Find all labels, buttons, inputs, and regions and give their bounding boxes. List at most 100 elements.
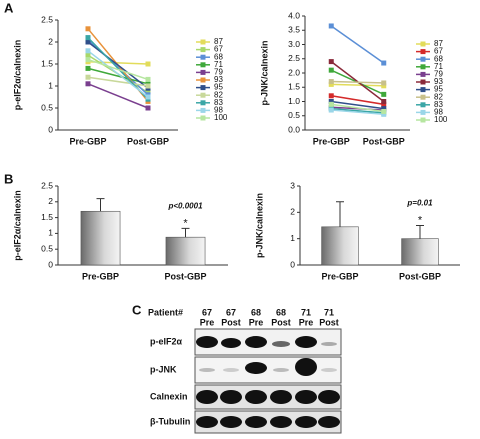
legend-label: 71 [434, 62, 443, 71]
legend-label: 93 [434, 77, 443, 86]
y-tick-label: 2.5 [41, 14, 53, 24]
y-tick-label: 4.0 [288, 10, 300, 20]
point [145, 76, 151, 82]
point [328, 79, 334, 85]
legend-marker [420, 94, 426, 100]
series-line [331, 103, 384, 113]
point [381, 80, 387, 86]
legend-marker [420, 109, 426, 115]
legend-label: 98 [434, 108, 443, 117]
y-axis-label: p-JNK/calnexin [254, 193, 264, 258]
timepoint: Post [221, 317, 241, 327]
point [328, 23, 334, 29]
point [328, 59, 334, 65]
legend-marker [200, 107, 206, 113]
point [328, 101, 334, 107]
point [381, 83, 387, 89]
legend-marker [200, 77, 206, 83]
legend-label: 82 [434, 92, 443, 101]
legend-label: 67 [434, 47, 443, 56]
x-tick-label: Pre-GBP [69, 136, 106, 146]
bar [321, 226, 359, 266]
x-tick-label: Pre-GBP [313, 136, 350, 146]
y-tick-label: 2 [48, 196, 53, 206]
row-label: p-eIF2α [150, 336, 183, 346]
series-line [87, 50, 149, 98]
y-axis-label: p-eIF2α/calnexin [12, 40, 22, 111]
blot-header: Patient# [148, 307, 183, 317]
series-line [87, 76, 149, 87]
point [381, 111, 387, 117]
legend-label: 93 [214, 75, 223, 84]
y-tick-label: 0.0 [288, 124, 300, 134]
point [328, 99, 334, 104]
point [381, 106, 387, 112]
patient: 68 [276, 307, 286, 317]
series-line [87, 58, 149, 81]
timepoint: Pre [249, 317, 264, 327]
legend-label: 82 [214, 90, 223, 99]
patient: 68 [251, 307, 261, 317]
y-axis-label: p-eIF2α/calnexin [12, 190, 22, 261]
legend-marker [200, 85, 206, 91]
legend-label: 79 [214, 68, 223, 77]
timepoint: Post [319, 317, 339, 327]
y-tick-label: 0.5 [41, 102, 53, 112]
y-tick-label: 1.5 [288, 82, 300, 92]
legend-marker [420, 71, 426, 77]
legend-label: 95 [434, 85, 443, 94]
point [328, 67, 334, 73]
patient: 67 [202, 307, 212, 317]
y-axis-label: p-JNK/calnexin [259, 40, 269, 105]
point [145, 105, 151, 111]
y-tick-label: 0 [48, 124, 53, 134]
legend-marker [200, 54, 206, 60]
y-tick-label: 1 [290, 233, 295, 243]
y-tick-label: 0 [290, 259, 295, 269]
legend-label: 79 [434, 70, 443, 79]
panel-label: C [132, 302, 142, 317]
row-label: Calnexin [150, 391, 188, 401]
series-line [330, 25, 385, 64]
blot: Patient# 67 67 68 68 71 71 Pre Post Pre … [148, 307, 342, 434]
y-tick-label: 0 [48, 259, 53, 269]
point [85, 81, 91, 87]
y-tick-label: 1.5 [41, 212, 53, 222]
y-tick-label: 1.5 [41, 58, 53, 68]
error-bar [96, 198, 105, 212]
legend-marker [200, 100, 206, 106]
bar [165, 236, 206, 266]
point [85, 39, 91, 45]
blot-strip [194, 356, 342, 384]
point [85, 48, 91, 54]
y-tick-label: 3 [290, 180, 295, 190]
bands [196, 336, 340, 428]
point [381, 101, 387, 107]
legend-label: 68 [214, 52, 223, 61]
point [145, 61, 151, 67]
legend-marker [420, 79, 426, 85]
legend-marker [200, 39, 206, 45]
x-tick-label: Pre-GBP [321, 271, 358, 281]
legend-marker [420, 102, 426, 108]
point [328, 81, 334, 87]
legend-marker [420, 87, 426, 93]
panel-label: A [4, 0, 14, 15]
legend-marker [200, 92, 206, 98]
series-line [331, 80, 384, 84]
legend-label: 95 [214, 83, 223, 92]
patient: 67 [226, 307, 236, 317]
y-tick-label: 1 [48, 228, 53, 238]
point [145, 83, 151, 89]
legend-label: 87 [214, 37, 223, 46]
legend-marker [420, 41, 426, 47]
series-line [331, 95, 384, 106]
legend-marker [420, 64, 426, 70]
x-tick-label: Post-GBP [363, 136, 405, 146]
legend-label: 68 [434, 54, 443, 63]
y-tick-label: 1 [48, 80, 53, 90]
legend-label: 87 [434, 39, 443, 48]
legend-label: 83 [214, 98, 223, 107]
